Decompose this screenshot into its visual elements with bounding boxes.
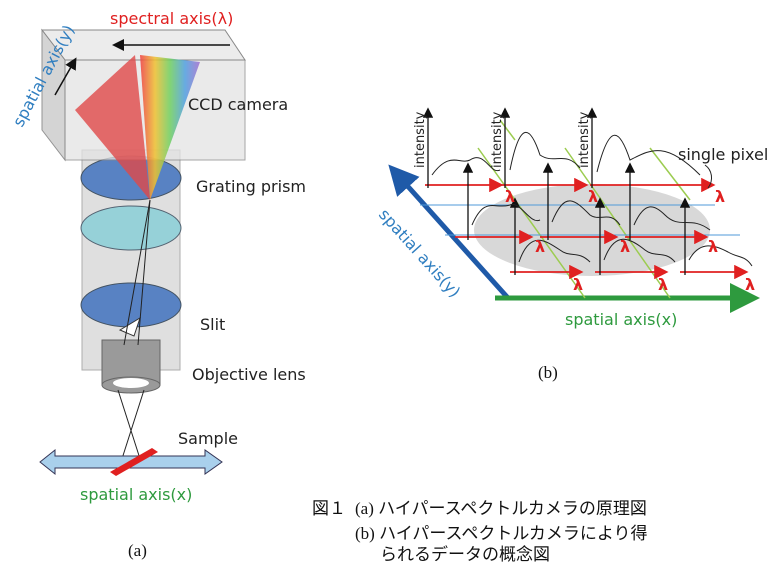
intensity-label: intensity bbox=[577, 111, 592, 168]
caption-line: られるデータの概念図 bbox=[380, 544, 550, 564]
single-pixel-label: single pixel bbox=[678, 145, 768, 164]
lambda-label: λ bbox=[573, 275, 583, 294]
caption-line: (a) ハイパースペクトルカメラの原理図 bbox=[355, 499, 647, 518]
lambda-label: λ bbox=[505, 187, 515, 206]
sample-label: Sample bbox=[178, 429, 238, 448]
spatial-axis-x-label: spatial axis(x) bbox=[565, 310, 677, 329]
data-cube-illustration bbox=[388, 107, 760, 313]
lambda-label: λ bbox=[535, 237, 545, 256]
lambda-label: λ bbox=[715, 187, 725, 206]
grating-prism-label: Grating prism bbox=[196, 177, 306, 196]
panel-a-label: (a) bbox=[128, 541, 147, 560]
intensity-label: intensity bbox=[490, 111, 505, 168]
lambda-label: λ bbox=[588, 187, 598, 206]
spatial-axis-y-label: spatial axis(y) bbox=[375, 205, 464, 301]
spatial-axis-x-label: spatial axis(x) bbox=[80, 485, 192, 504]
intensity-label: intensity bbox=[413, 111, 428, 168]
objective-lens-label: Objective lens bbox=[192, 365, 306, 384]
ccd-camera-label: CCD camera bbox=[188, 95, 288, 114]
spectral-axis-label: spectral axis(λ) bbox=[110, 9, 233, 28]
figure-number: 図１ bbox=[312, 499, 346, 518]
lambda-label: λ bbox=[745, 275, 755, 294]
caption-line: (b) ハイパースペクトルカメラにより得 bbox=[355, 524, 648, 543]
camera-illustration bbox=[39, 28, 246, 476]
slit-label: Slit bbox=[200, 315, 225, 334]
lambda-label: λ bbox=[658, 275, 668, 294]
lambda-label: λ bbox=[620, 237, 630, 256]
panel-b-label: (b) bbox=[538, 363, 558, 382]
lambda-label: λ bbox=[708, 237, 718, 256]
